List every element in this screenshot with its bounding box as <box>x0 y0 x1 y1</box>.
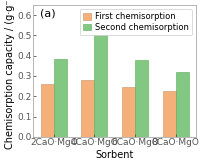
X-axis label: Sorbent: Sorbent <box>95 150 133 160</box>
Y-axis label: Chemisorption capacity / (g·g⁻¹): Chemisorption capacity / (g·g⁻¹) <box>5 0 15 149</box>
Text: (a): (a) <box>40 9 55 19</box>
Bar <box>175 72 188 137</box>
Bar <box>162 91 175 137</box>
Bar <box>134 60 147 137</box>
Legend: First chemisorption, Second chemisorption: First chemisorption, Second chemisorptio… <box>79 9 191 35</box>
Bar <box>53 59 67 137</box>
Bar <box>94 17 107 137</box>
Bar <box>41 84 53 137</box>
Bar <box>121 87 134 137</box>
Bar <box>81 81 94 137</box>
